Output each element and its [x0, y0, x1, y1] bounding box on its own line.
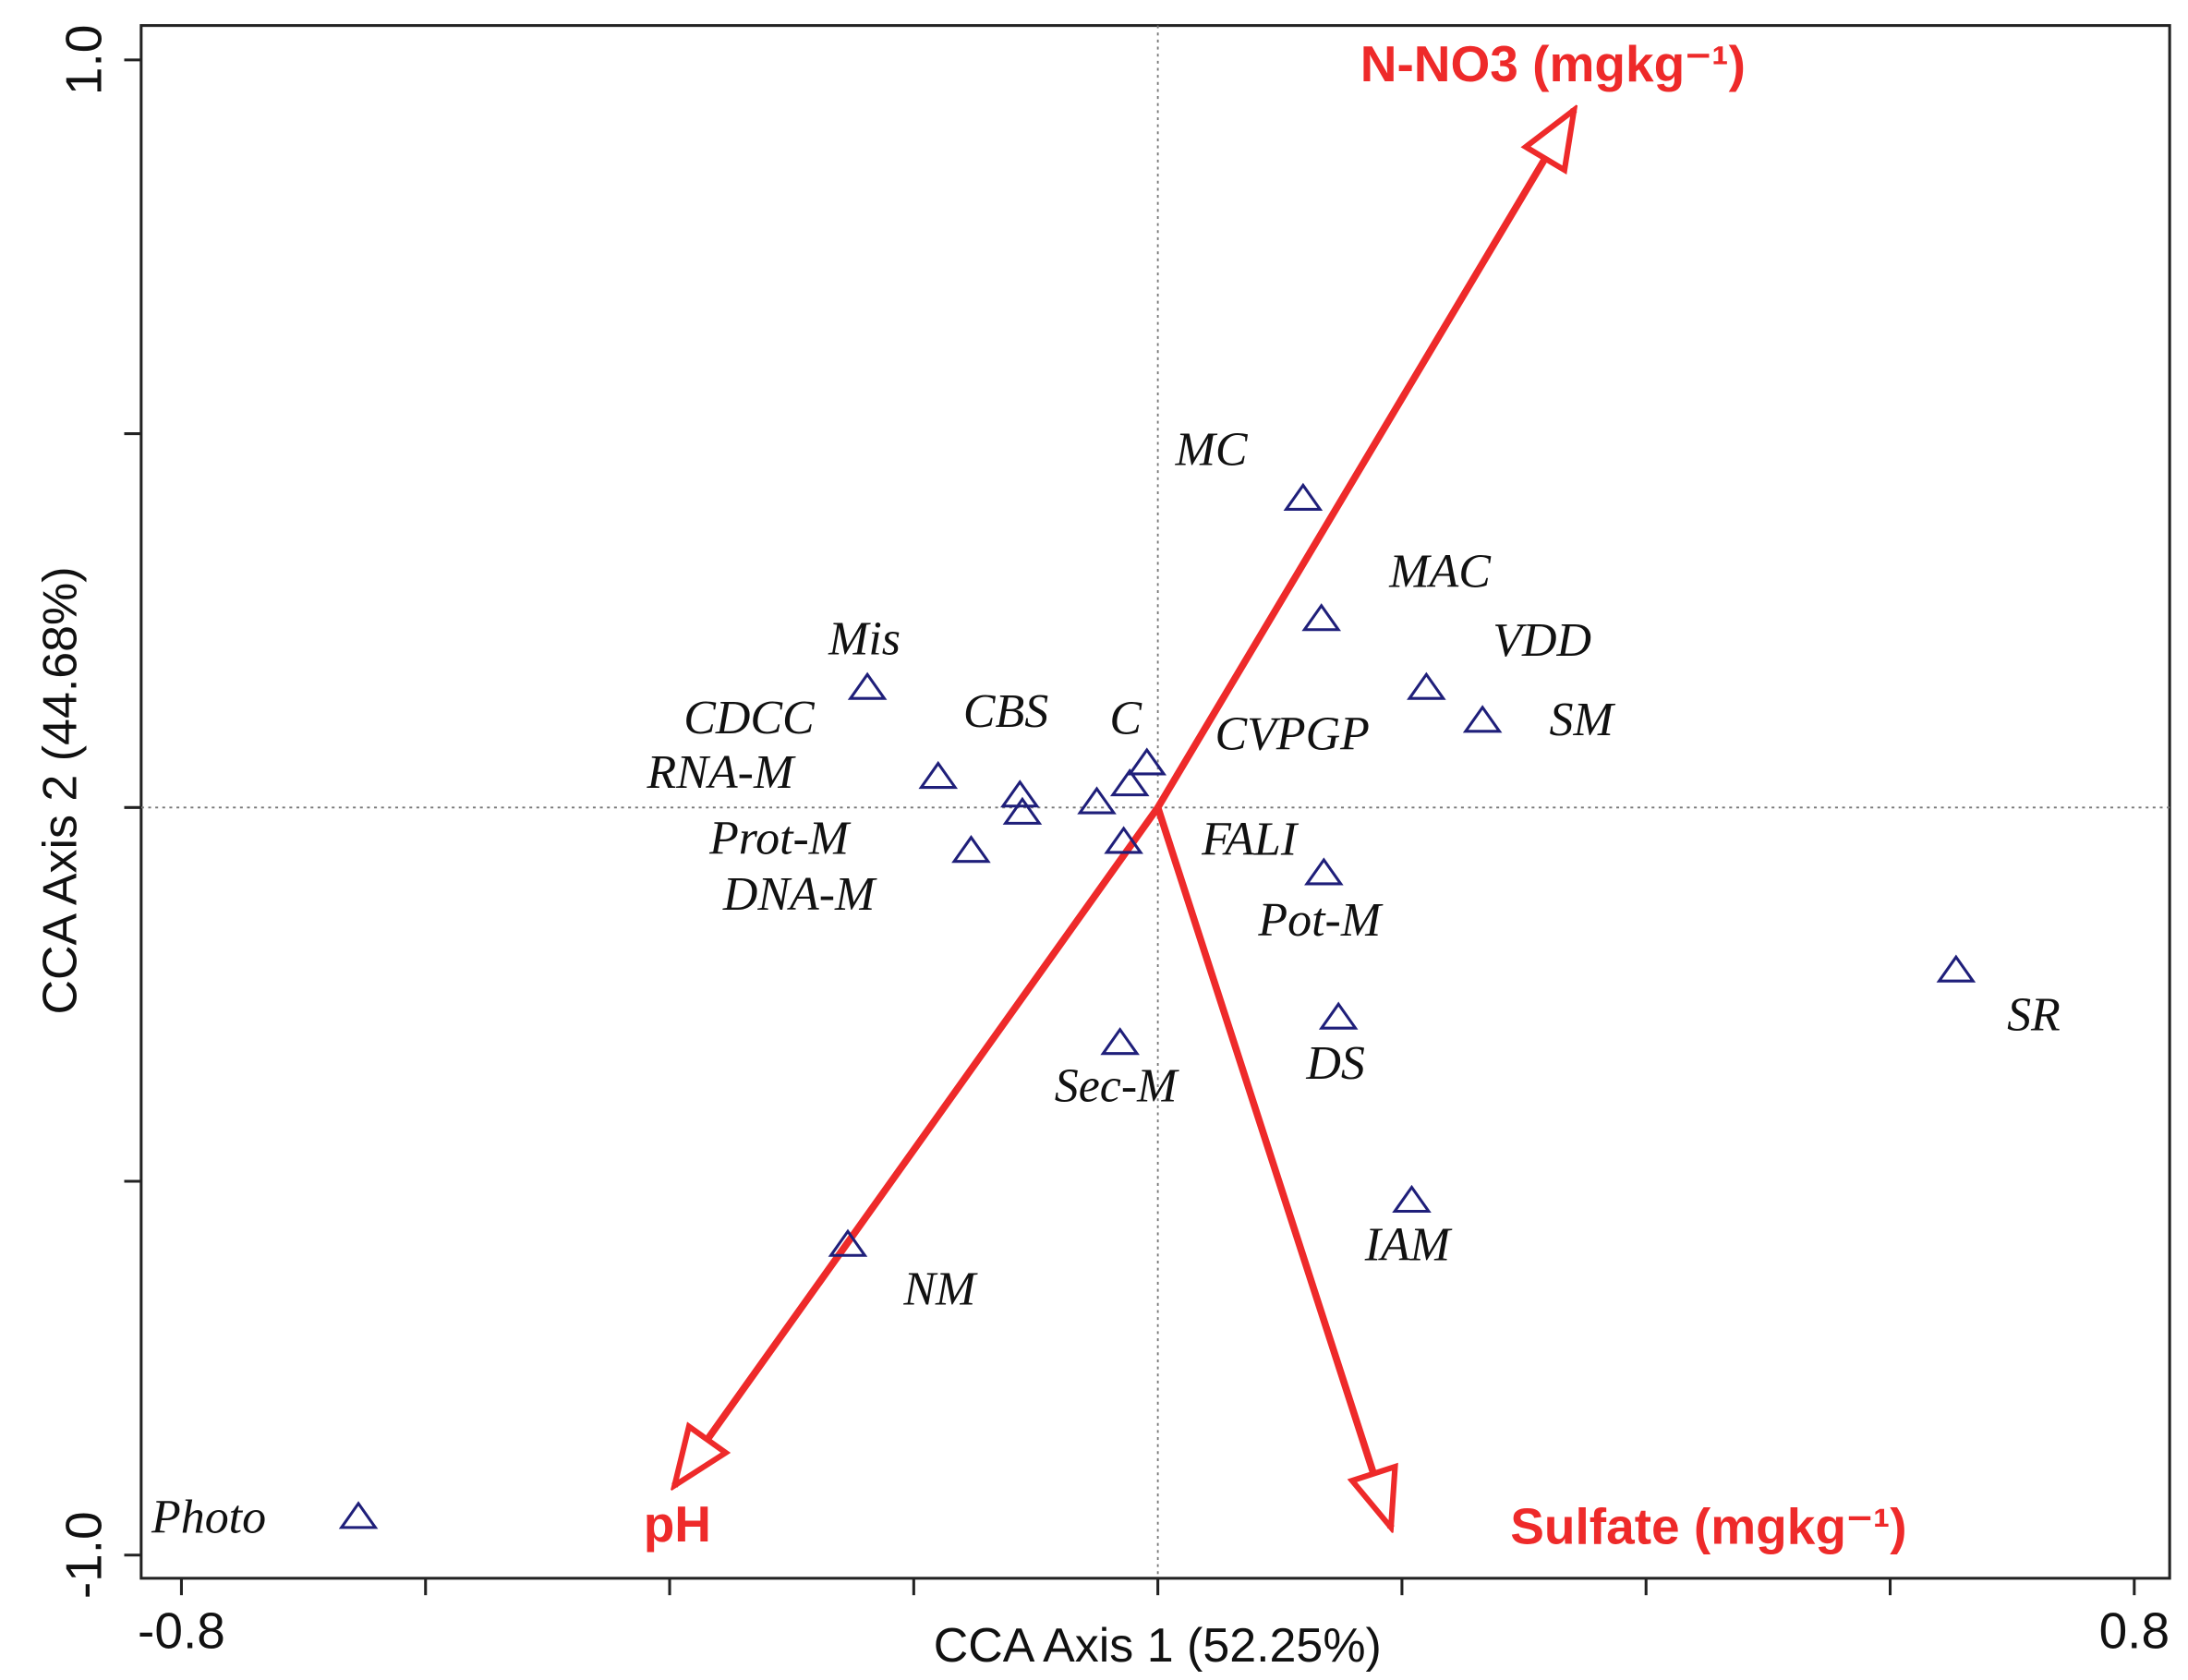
point-label: IAM — [1364, 1219, 1453, 1272]
point-label: SM — [1549, 694, 1615, 746]
point-label: MAC — [1388, 546, 1492, 598]
point — [1002, 796, 1043, 825]
point — [1000, 780, 1040, 808]
plot-frame — [139, 24, 2171, 1580]
point-label: CVPGP — [1215, 708, 1369, 761]
point — [1392, 1184, 1432, 1214]
point-label: Pot-M — [1257, 894, 1383, 947]
point — [1283, 482, 1324, 511]
point — [828, 1228, 868, 1257]
biplot-arrow — [1154, 806, 1391, 1527]
arrow-label: pH — [644, 1495, 711, 1553]
point — [1104, 826, 1143, 854]
point — [1304, 857, 1344, 886]
biplot-arrow — [674, 805, 1161, 1485]
arrow-label: Sulfate (mgkg⁻¹) — [1510, 1497, 1906, 1554]
biplot-arrow — [1154, 110, 1575, 810]
x-tick-label: 0.8 — [2099, 1602, 2170, 1660]
y-tick-label: 1.0 — [54, 25, 112, 95]
point — [1301, 603, 1341, 632]
point-label: RNA-M — [647, 746, 796, 799]
x-tick-label: -0.8 — [138, 1602, 225, 1660]
point-label: Mis — [828, 613, 901, 666]
point — [918, 760, 959, 790]
point-label: VDD — [1493, 614, 1591, 667]
point-label: DS — [1305, 1037, 1365, 1090]
point — [1318, 1001, 1359, 1030]
y-tick-label: -1.0 — [54, 1511, 112, 1599]
point — [847, 671, 888, 700]
point-label: C — [1109, 693, 1142, 745]
point — [1109, 767, 1150, 797]
point-label: Prot-M — [708, 813, 852, 865]
point-label: DNA-M — [722, 868, 877, 921]
point-label: Sec-M — [1055, 1059, 1179, 1112]
point-label: Photo — [151, 1492, 266, 1544]
point — [1936, 954, 1976, 983]
x-axis-label: CCA Axis 1 (52.25%) — [934, 1619, 1382, 1673]
point — [338, 1501, 379, 1529]
point — [951, 835, 991, 864]
arrow-label: N-NO3 (mgkg⁻¹) — [1360, 35, 1746, 92]
point-label: SR — [2007, 988, 2061, 1041]
point-label: FALI — [1201, 814, 1300, 866]
y-axis-label: CCA Axis 2 (44.68%) — [33, 566, 87, 1014]
point — [1127, 747, 1167, 776]
point — [1077, 786, 1117, 815]
point — [1462, 705, 1503, 733]
point-label: CBS — [963, 685, 1048, 738]
point-label: MC — [1175, 424, 1249, 477]
point — [1100, 1027, 1140, 1056]
point — [1407, 671, 1446, 700]
point-label: CDCC — [683, 692, 816, 744]
point-label: NM — [902, 1263, 978, 1315]
